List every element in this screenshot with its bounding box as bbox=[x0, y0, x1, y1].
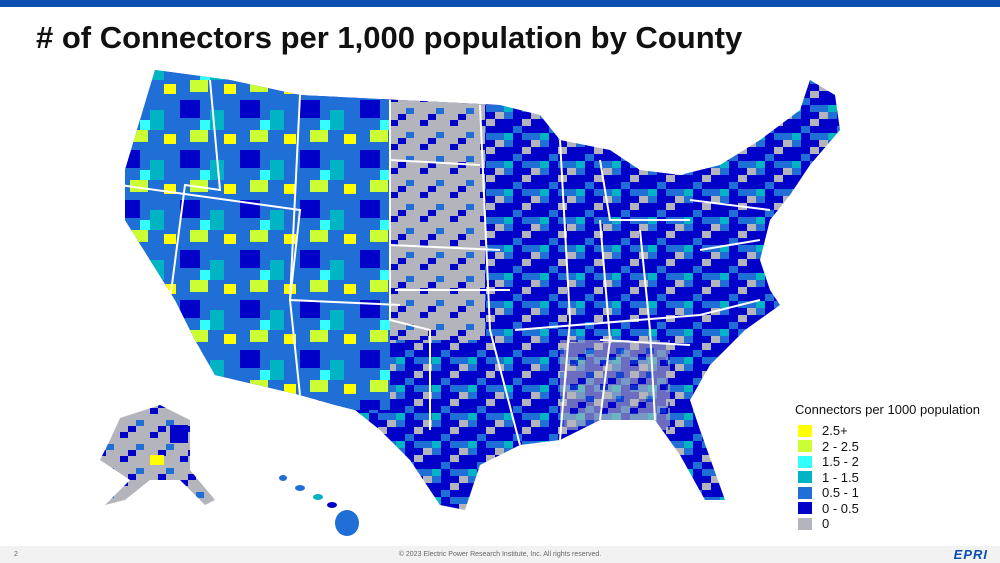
hawaii bbox=[279, 475, 359, 536]
county-map bbox=[100, 70, 840, 536]
legend: Connectors per 1000 population 2.5+ 2 - 2… bbox=[795, 402, 995, 532]
legend-label: 0 - 0.5 bbox=[822, 500, 859, 516]
legend-title: Connectors per 1000 population bbox=[795, 402, 981, 417]
legend-label: 1.5 - 2 bbox=[822, 454, 859, 470]
legend-swatch bbox=[798, 455, 812, 468]
legend-swatch bbox=[798, 440, 812, 453]
legend-item: 0 bbox=[795, 516, 995, 532]
legend-item: 2.5+ bbox=[795, 423, 995, 439]
legend-label: 2 - 2.5 bbox=[822, 438, 859, 454]
legend-swatch bbox=[798, 486, 812, 499]
top-bar bbox=[0, 0, 1000, 7]
legend-label: 0 bbox=[822, 516, 830, 532]
legend-item: 1.5 - 2 bbox=[795, 454, 995, 470]
legend-item: 0 - 0.5 bbox=[795, 501, 995, 517]
legend-label: 0.5 - 1 bbox=[822, 485, 859, 501]
contiguous-us bbox=[125, 70, 840, 510]
legend-label: 1 - 1.5 bbox=[822, 469, 859, 485]
slide-title: # of Connectors per 1,000 population by … bbox=[36, 20, 743, 55]
legend-swatch bbox=[798, 424, 812, 437]
legend-label: 2.5+ bbox=[822, 423, 848, 439]
logo: EPRI bbox=[953, 547, 988, 562]
footer: 2 © 2023 Electric Power Research Institu… bbox=[0, 546, 1000, 563]
legend-swatch bbox=[798, 517, 812, 530]
legend-item: 1 - 1.5 bbox=[795, 470, 995, 486]
alaska bbox=[100, 405, 215, 505]
state-borders bbox=[125, 79, 771, 446]
legend-swatch bbox=[798, 502, 812, 515]
copyright: © 2023 Electric Power Research Institute… bbox=[398, 551, 602, 558]
legend-item: 2 - 2.5 bbox=[795, 439, 995, 455]
page-number: 2 bbox=[14, 551, 18, 558]
legend-item: 0.5 - 1 bbox=[795, 485, 995, 501]
legend-swatch bbox=[798, 471, 812, 484]
